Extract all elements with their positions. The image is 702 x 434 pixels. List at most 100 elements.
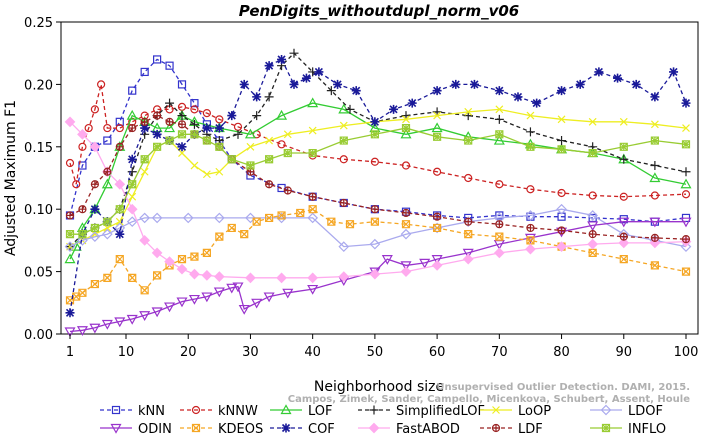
data-point (178, 149, 186, 157)
data-point (263, 292, 275, 303)
plot-frame (60, 21, 699, 335)
data-point (526, 142, 535, 151)
data-point (588, 191, 597, 200)
legend-item-kNN: kNN (100, 404, 165, 419)
data-point (289, 79, 299, 89)
data-point (619, 154, 629, 164)
data-point (177, 111, 187, 121)
data-point (308, 148, 317, 158)
data-point (115, 255, 124, 264)
data-point (680, 217, 692, 228)
data-point (188, 294, 200, 305)
data-point (307, 97, 319, 108)
data-point (214, 123, 224, 133)
data-point (189, 268, 200, 280)
data-point (97, 80, 106, 89)
data-point (151, 307, 163, 318)
data-point (77, 235, 88, 246)
data-point (227, 155, 236, 164)
data-point (369, 405, 379, 415)
data-point (526, 223, 535, 233)
data-point (164, 256, 175, 267)
data-point (153, 142, 162, 151)
data-point (351, 86, 361, 96)
data-point (276, 272, 287, 284)
y-axis-label: Adjusted Maximum F1 (3, 100, 19, 256)
data-point (177, 80, 187, 89)
data-point (433, 132, 442, 141)
data-point (345, 104, 355, 114)
data-point (525, 243, 536, 255)
x-tick-label: 90 (616, 345, 633, 360)
series-ODIN (64, 217, 692, 338)
data-point (400, 128, 412, 139)
data-point (65, 211, 75, 220)
data-point (115, 117, 124, 126)
data-point (276, 109, 288, 120)
data-point (681, 190, 691, 199)
watermark-line2: Unsupervised Outlier Detection. DAMI, 20… (436, 382, 690, 393)
data-point (101, 228, 113, 240)
data-point (433, 167, 442, 176)
data-point (588, 148, 597, 158)
data-point (89, 231, 101, 243)
data-point (244, 128, 256, 139)
data-point (600, 404, 612, 416)
data-point (264, 92, 274, 102)
series-line (69, 58, 687, 313)
data-point (140, 123, 150, 133)
data-point (649, 217, 661, 228)
data-point (431, 255, 443, 265)
data-point (282, 288, 294, 299)
data-point (140, 286, 149, 295)
data-point (153, 111, 162, 120)
series-line (69, 108, 687, 248)
data-point (532, 98, 542, 108)
data-point (368, 422, 380, 434)
data-point (77, 128, 88, 140)
data-point (252, 217, 261, 226)
data-point (401, 208, 411, 218)
data-point (575, 79, 585, 89)
axis-layer: 1 10 20 30 40 50 60 70 80 90 100 0.00 0.05 0.10 0.15 0.… (24, 16, 698, 360)
data-point (90, 105, 99, 114)
data-point (681, 98, 691, 108)
data-point (281, 423, 291, 433)
series-kNNW (65, 80, 691, 201)
data-point (619, 255, 628, 264)
data-point (513, 92, 523, 102)
data-point (681, 167, 691, 177)
data-point (464, 107, 473, 116)
data-point (182, 212, 194, 224)
data-point (594, 67, 604, 77)
data-point (64, 116, 76, 128)
data-point (127, 154, 137, 164)
data-point (245, 272, 256, 284)
data-point (151, 212, 163, 224)
data-point (370, 130, 379, 139)
data-point (153, 271, 162, 280)
data-point (164, 302, 176, 313)
legend-item-LoOP: LoOP (480, 404, 551, 419)
x-tick-label: 1 (66, 345, 74, 360)
data-point (492, 406, 500, 414)
data-point (78, 161, 87, 170)
x-tick-label: 60 (429, 345, 446, 360)
data-point (307, 212, 319, 224)
data-point (400, 261, 412, 272)
data-point (190, 105, 199, 114)
x-tick-label: 50 (367, 345, 384, 360)
data-point (164, 122, 176, 133)
data-point (115, 229, 125, 239)
data-point (65, 158, 75, 168)
data-point (176, 297, 188, 308)
data-point (126, 109, 138, 120)
data-point (462, 248, 474, 259)
data-point (650, 161, 660, 171)
data-point (65, 308, 75, 318)
data-point (90, 223, 99, 233)
data-point (681, 235, 691, 244)
data-point (90, 180, 99, 189)
data-point (631, 79, 641, 89)
